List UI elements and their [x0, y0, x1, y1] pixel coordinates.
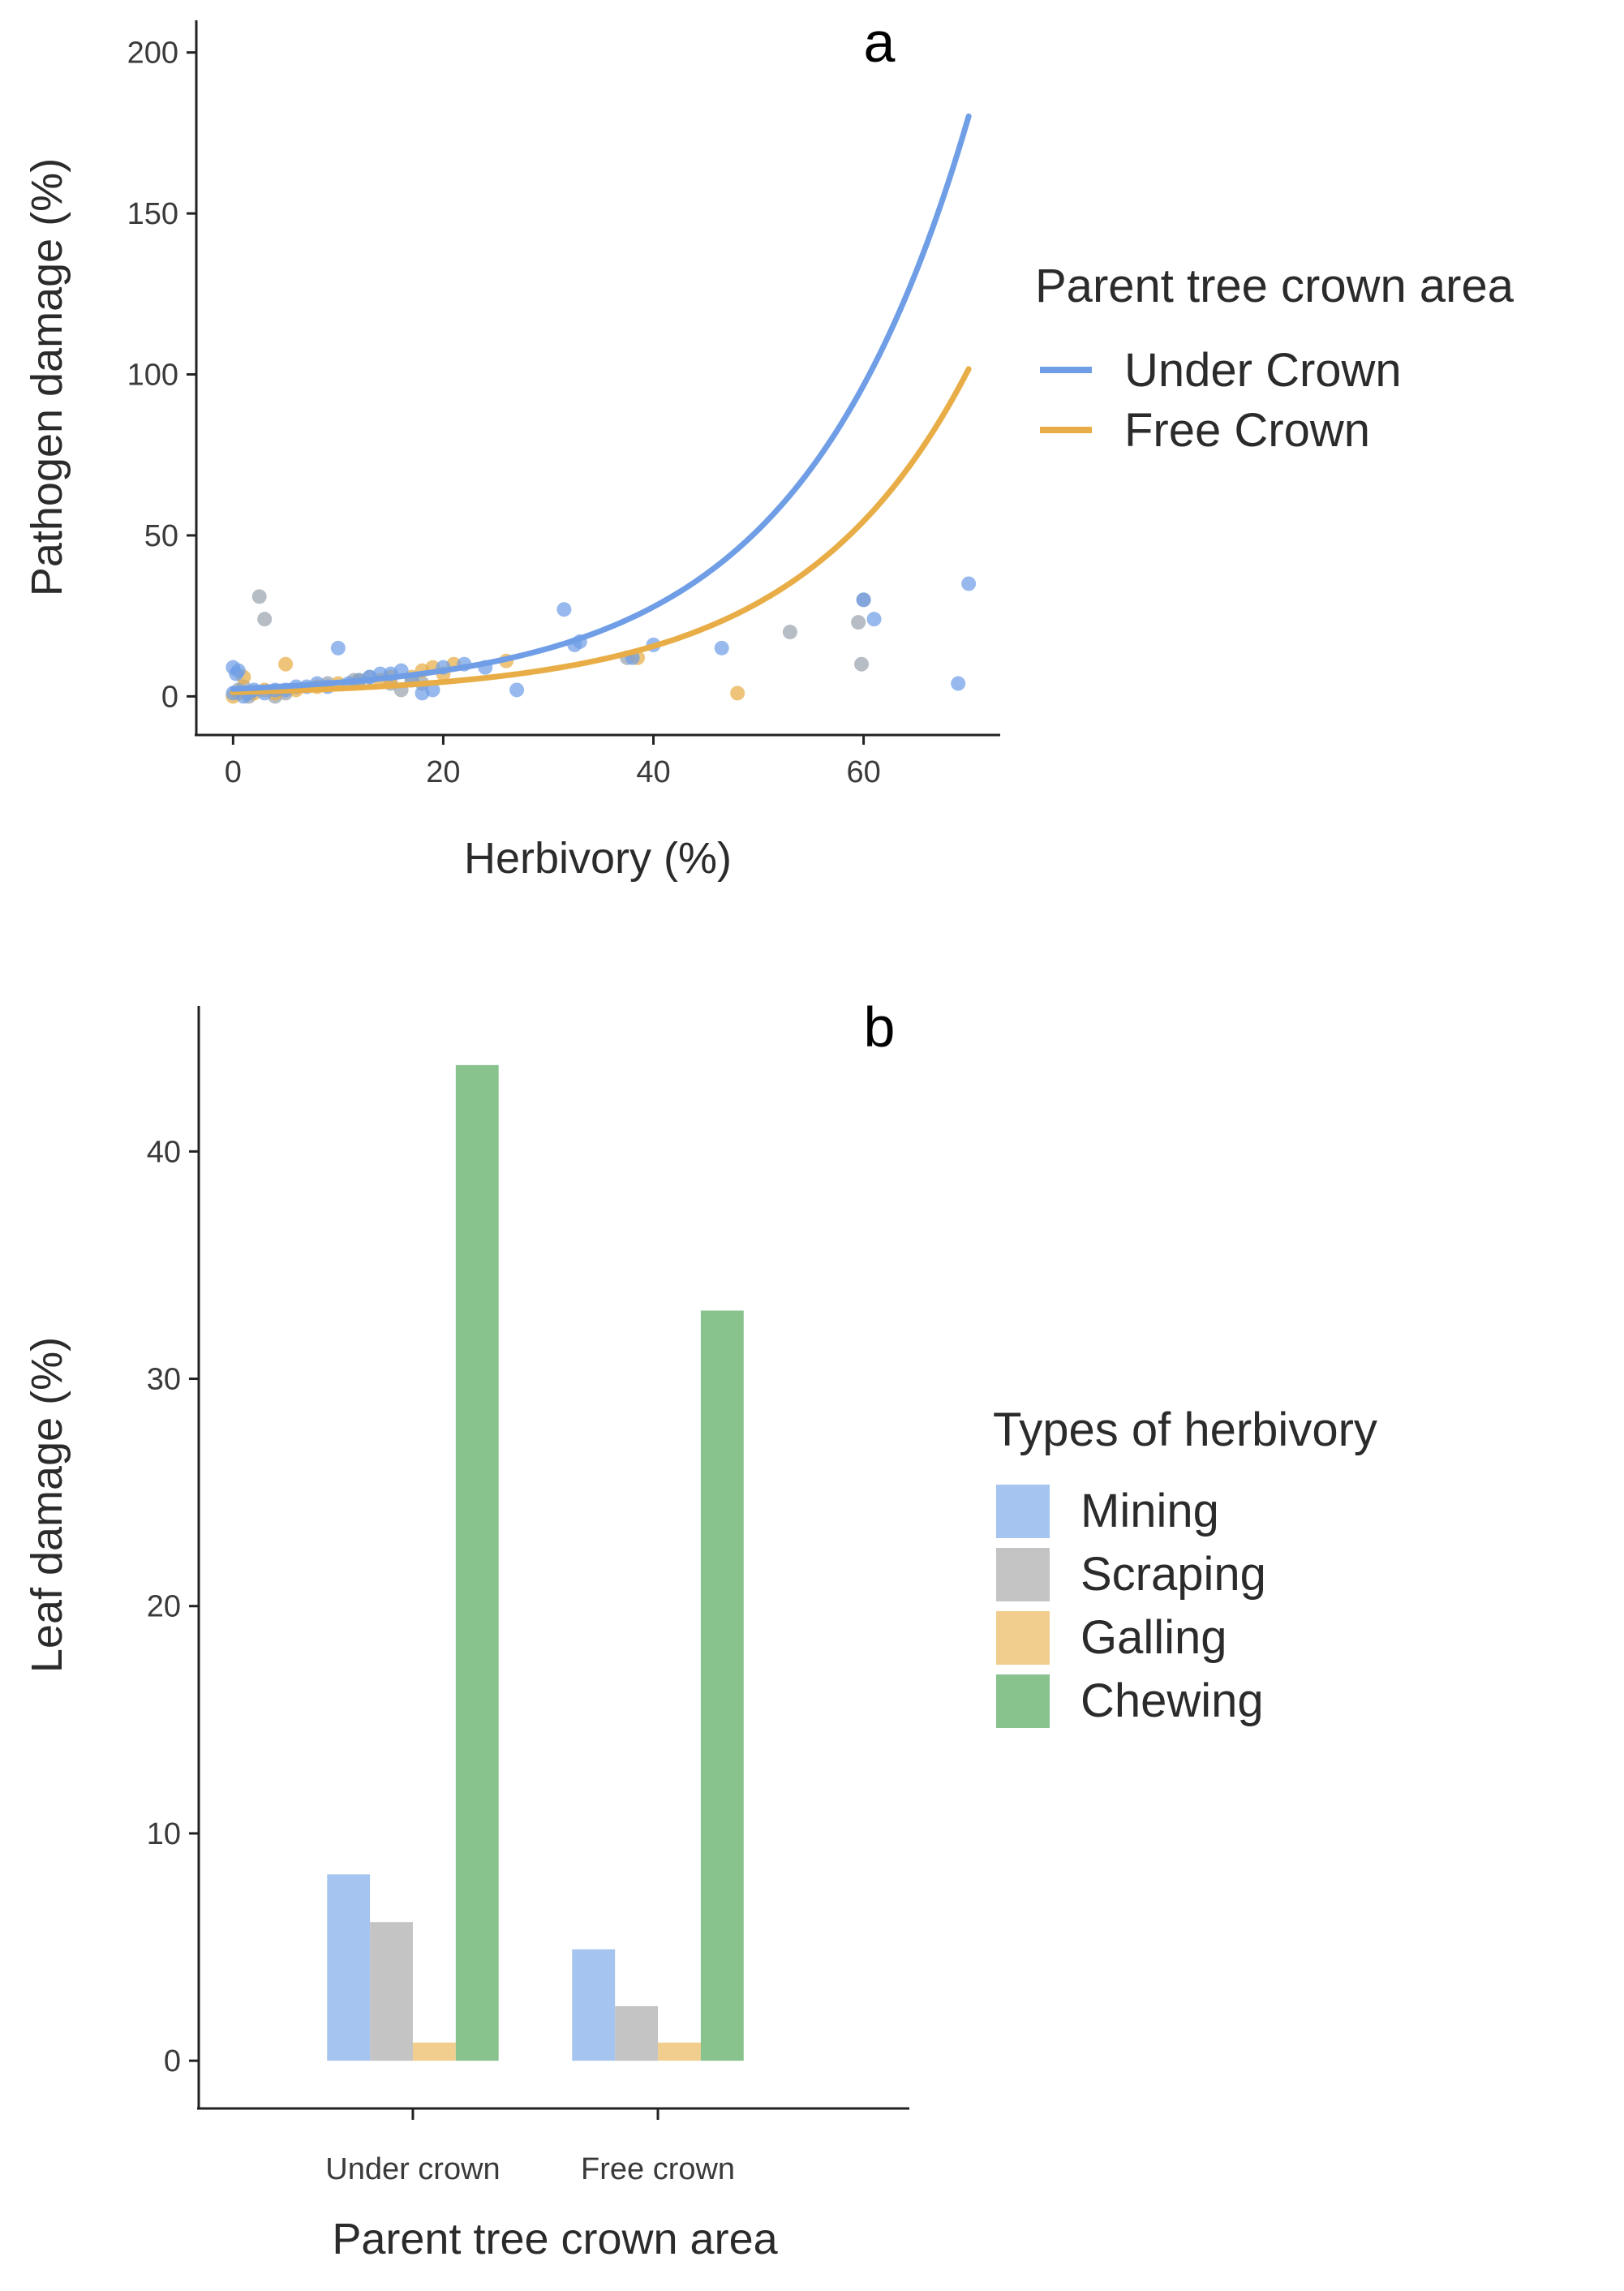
panel-a-y-ticks: 0 50 100 150 200	[127, 37, 196, 714]
panel-a-x-tick-label: 60	[846, 755, 880, 789]
panel-b-legend-key-chewing	[996, 1674, 1050, 1728]
panel-a-point-under-crown	[856, 592, 871, 608]
panel-b-legend-label: Mining	[1081, 1485, 1219, 1537]
panel-a-point-overlap	[251, 589, 267, 604]
panel-a-x-tick-label: 0	[225, 755, 242, 789]
panel-b-x-ticks: Under crown Free crown	[325, 2108, 735, 2186]
panel-b-x-tick-label: Free crown	[581, 2152, 735, 2186]
panel-b-y-tick-label: 40	[147, 1135, 181, 1169]
panel-a-legend-title: Parent tree crown area	[1035, 260, 1514, 312]
panel-b-legend-label: Galling	[1081, 1611, 1227, 1664]
panel-b-bar-scraping-under-crown	[370, 1922, 413, 2061]
panel-a-point-under-crown	[866, 612, 882, 627]
panel-b-y-tick-label: 10	[147, 1817, 181, 1851]
panel-b-letter: b	[864, 995, 896, 1059]
panel-a-point-under-crown	[951, 676, 966, 691]
panel-b: 0 10 20 30 40 Under crown Free crown Parent t…	[23, 995, 1377, 2263]
panel-a-y-axis-title: Pathogen damage (%)	[23, 158, 71, 596]
panel-b-legend-key-scraping	[996, 1548, 1050, 1601]
panel-b-bar-chewing-free-crown	[700, 1310, 744, 2061]
panel-b-y-tick-label: 0	[164, 2044, 181, 2078]
panel-a-plot-area	[226, 113, 977, 704]
panel-b-bar-galling-under-crown	[412, 2042, 456, 2061]
panel-a-x-tick-label: 40	[636, 755, 670, 789]
panel-b-legend-key-galling	[996, 1611, 1050, 1665]
panel-a-y-tick-label: 100	[127, 359, 178, 393]
panel-a-point-free-crown	[730, 686, 745, 701]
panel-a-fit-line-under-crown	[230, 113, 972, 692]
panel-b-y-ticks: 0 10 20 30 40	[147, 1135, 199, 2078]
panel-a-point-under-crown	[425, 682, 440, 698]
panel-b-bar-scraping-free-crown	[615, 2005, 659, 2061]
panel-b-bar-mining-under-crown	[327, 1874, 371, 2061]
panel-b-bar-chewing-under-crown	[455, 1064, 499, 2061]
panel-a-point-under-crown	[714, 640, 729, 655]
panel-b-legend-label: Chewing	[1081, 1674, 1264, 1727]
panel-a-point-overlap	[782, 625, 797, 640]
panel-b-legend-label: Scraping	[1081, 1548, 1266, 1601]
panel-a-x-ticks: 0 20 40 60	[225, 735, 881, 789]
panel-b-bar-galling-free-crown	[658, 2042, 701, 2061]
panel-a-point-under-crown	[230, 663, 246, 678]
panel-a: 0 50 100 150 200 0 20 40 60 Herbivory (%) Patho…	[23, 11, 1514, 883]
panel-a-point-overlap	[851, 615, 866, 630]
panel-a-point-under-crown	[509, 682, 525, 698]
panel-a-y-tick-label: 150	[127, 197, 178, 231]
panel-a-point-under-crown	[556, 602, 572, 617]
panel-b-y-tick-label: 20	[147, 1590, 181, 1624]
panel-b-y-axis-title: Leaf damage (%)	[23, 1337, 71, 1673]
panel-a-legend: Parent tree crown area Under Crown Free C…	[1035, 260, 1514, 457]
panel-a-point-overlap	[257, 612, 273, 627]
panel-b-legend-title: Types of herbivory	[993, 1403, 1377, 1456]
panel-a-y-tick-label: 200	[127, 37, 178, 71]
panel-b-bar-mining-free-crown	[572, 1949, 616, 2061]
panel-a-x-tick-label: 20	[426, 755, 460, 789]
panel-b-y-tick-label: 30	[147, 1363, 181, 1397]
panel-a-y-tick-label: 0	[161, 680, 178, 714]
panel-b-legend-key-mining	[996, 1485, 1050, 1538]
panel-a-legend-label: Under Crown	[1124, 344, 1402, 397]
panel-b-x-axis-title: Parent tree crown area	[332, 2215, 778, 2263]
panel-b-plot-area	[327, 1064, 744, 2061]
panel-a-point-under-crown	[961, 576, 977, 591]
panel-a-point-under-crown	[330, 640, 346, 655]
panel-b-legend: Types of herbivory Mining Scraping Galling…	[993, 1403, 1377, 1728]
panel-a-legend-label: Free Crown	[1124, 404, 1370, 457]
panel-a-point-free-crown	[278, 656, 294, 672]
panel-a-fit-line-free-crown	[230, 366, 972, 695]
panel-b-x-tick-label: Under crown	[325, 2152, 500, 2186]
panel-a-y-tick-label: 50	[144, 519, 178, 553]
panel-a-letter: a	[864, 11, 896, 74]
panel-a-x-axis-title: Herbivory (%)	[464, 834, 732, 883]
panel-a-point-overlap	[854, 656, 870, 672]
